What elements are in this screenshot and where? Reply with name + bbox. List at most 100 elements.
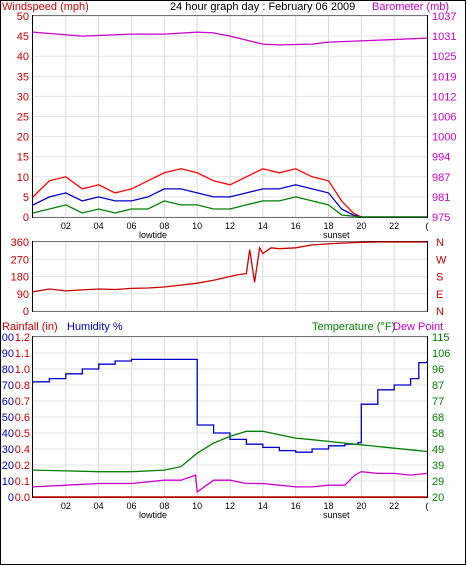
- x-tick-label: 18: [323, 221, 333, 231]
- lowtide-annotation-top: lowtide: [139, 230, 167, 240]
- x-tick-label: 12: [225, 501, 235, 511]
- x-tick-label: 16: [291, 501, 301, 511]
- direction-grid: [33, 241, 427, 312]
- direction-y-tick-label: 90: [17, 289, 29, 301]
- temp-y-tick-label: 87: [432, 380, 444, 392]
- compass-y-tick-label: E: [436, 289, 443, 301]
- humidity-temp-series: [32, 358, 428, 498]
- wind-y-tick-label: 45: [17, 31, 29, 43]
- wind-average-line: [32, 184, 427, 218]
- humidity-y-tick-label: 40: [2, 428, 14, 440]
- x-tick-label: 04: [94, 501, 104, 511]
- wind-y-tick-label: 5: [23, 192, 29, 204]
- wind-low-line: [32, 196, 427, 218]
- temp-y-tick-label: 49: [432, 444, 444, 456]
- x-tick-label: (: [426, 221, 429, 231]
- humidity-y-tick-label: 10: [2, 476, 14, 488]
- x-tick-label: 14: [258, 501, 268, 511]
- dewpoint-label: Dew Point: [393, 321, 443, 333]
- temperature-label: Temperature (°F): [312, 321, 395, 333]
- humidity-y-tick-label: 60: [2, 396, 14, 408]
- baro-y-tick-label: 1006: [432, 112, 456, 124]
- temp-y-tick-label: 58: [432, 428, 444, 440]
- rain-y-tick-label: 0.8: [15, 380, 30, 392]
- x-tick-label: 02: [61, 221, 71, 231]
- x-tick-label: 18: [323, 501, 333, 511]
- baro-y-tick-label: 1012: [432, 91, 456, 103]
- rain-y-tick-label: 0.1: [15, 476, 30, 488]
- wind-y-tick-label: 50: [17, 11, 29, 23]
- temp-y-tick-label: 29: [432, 476, 444, 488]
- direction-y-tick-label: 0: [23, 306, 29, 318]
- temp-y-tick-label: 96: [432, 364, 444, 376]
- baro-y-tick-label: 1031: [432, 31, 456, 43]
- humidity-line: [33, 358, 428, 453]
- x-tick-label: 02: [61, 501, 71, 511]
- wind-y-tick-label: 35: [17, 71, 29, 83]
- baro-y-tick-label: 1025: [432, 51, 456, 63]
- rain-y-tick-label: 1.2: [15, 332, 30, 344]
- humidity-y-tick-label: 70: [2, 380, 14, 392]
- humidity-y-tick-label: 100: [0, 332, 14, 344]
- x-tick-label: 04: [94, 221, 104, 231]
- wind-y-tick-label: 20: [17, 132, 29, 144]
- baro-y-tick-label: 1000: [432, 132, 456, 144]
- baro-y-tick-label: 994: [432, 152, 450, 164]
- rain-y-tick-label: 1.0: [15, 364, 30, 376]
- temp-y-tick-label: 115: [432, 332, 450, 344]
- wind-y-tick-label: 30: [17, 91, 29, 103]
- rain-y-tick-label: 0.6: [15, 412, 30, 424]
- rainfall-label: Rainfall (in): [2, 321, 58, 333]
- baro-y-tick-label: 987: [432, 172, 450, 184]
- dewpoint-line: [32, 471, 428, 494]
- chart-title: 24 hour graph day : February 06 2009: [170, 1, 355, 13]
- x-tick-label: 12: [225, 221, 235, 231]
- x-tick-label: 14: [258, 221, 268, 231]
- wind-y-tick-label: 25: [17, 112, 29, 124]
- humidity-label: Humidity %: [67, 321, 123, 333]
- compass-y-tick-label: W: [436, 254, 447, 266]
- direction-y-tick-label: 270: [11, 254, 29, 266]
- direction-y-tick-label: 180: [11, 272, 29, 284]
- temp-y-tick-label: 77: [432, 396, 444, 408]
- wind-y-ticks: 0 5 10 15 20 25 30 35 40 45 50: [17, 11, 29, 224]
- rain-y-tick-label: 1.1: [15, 348, 30, 360]
- wind-x-ticks: 02 04 06 08 10 12 14 16 18 20 22 (: [61, 221, 429, 231]
- compass-y-tick-label: S: [436, 272, 443, 284]
- temp-y-tick-label: 39: [432, 460, 444, 472]
- wind-y-tick-label: 40: [17, 51, 29, 63]
- wind-baro-grid: [33, 15, 427, 218]
- x-tick-label: 16: [291, 221, 301, 231]
- rain-y-tick-label: 0.5: [15, 428, 30, 440]
- rain-y-ticks: 0.0 0.1 0.2 0.4 0.5 0.6 0.7 0.8 1.0 1.1 1.2: [15, 332, 30, 504]
- x-tick-label: 08: [159, 221, 169, 231]
- humidity-y-ticks: 0 10 20 30 40 50 60 70 80 90 100: [0, 332, 14, 504]
- rain-y-tick-label: 0.0: [15, 492, 30, 504]
- x-tick-label: 22: [389, 221, 399, 231]
- temp-y-tick-label: 68: [432, 412, 444, 424]
- baro-y-tick-label: 1019: [432, 71, 456, 83]
- baro-y-ticks: 975 981 987 994 1000 1006 1012 1019 1025 1031 1037: [432, 11, 456, 224]
- wind-y-tick-label: 15: [17, 152, 29, 164]
- humidity-y-tick-label: 90: [2, 348, 14, 360]
- barometer-label: Barometer (mb): [372, 1, 449, 13]
- lowtide-annotation-bottom: lowtide: [139, 510, 167, 520]
- sunset-annotation-top: sunset: [323, 230, 350, 240]
- temperature-line: [32, 430, 428, 473]
- rain-y-tick-label: 0.2: [15, 460, 30, 472]
- wind-y-tick-label: 0: [23, 212, 29, 224]
- humidity-x-ticks: 02 04 06 08 10 12 14 16 18 20 22 (: [61, 501, 429, 511]
- compass-y-tick-label: N: [436, 306, 444, 318]
- wind-direction-line: [32, 241, 427, 293]
- compass-y-tick-label: N: [436, 237, 444, 249]
- x-tick-label: (: [426, 501, 429, 511]
- direction-y-ticks-degrees: 0 90 180 270 360: [11, 237, 29, 318]
- x-tick-label: 10: [192, 221, 202, 231]
- humidity-y-tick-label: 0: [8, 492, 14, 504]
- x-tick-label: 06: [126, 221, 136, 231]
- wind-gust-line: [32, 168, 427, 218]
- barometer-line: [32, 31, 428, 46]
- wind-baro-series: [32, 31, 428, 218]
- rain-y-tick-label: 0.4: [15, 444, 30, 456]
